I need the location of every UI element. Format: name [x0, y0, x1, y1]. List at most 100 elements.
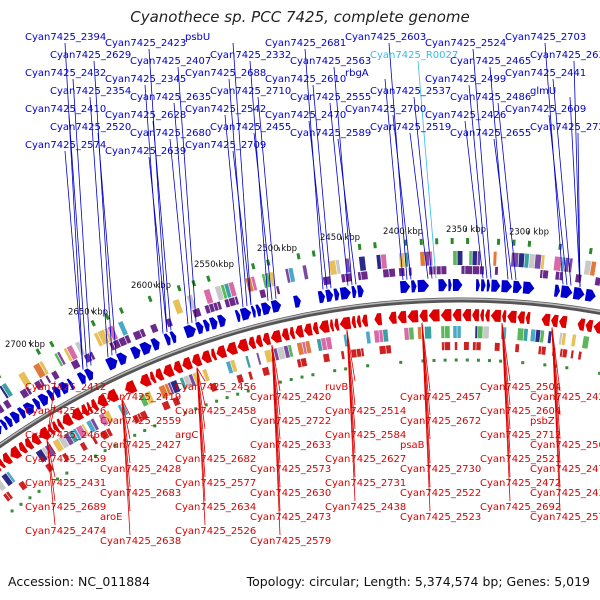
reverse-gene-arrow	[226, 341, 239, 355]
reverse-gene-label: Cyan7425_2420	[250, 392, 331, 403]
forward-gene-arrow	[208, 317, 218, 330]
reverse-gene-arrow	[419, 309, 428, 322]
forward-leader-line	[89, 96, 109, 358]
forward-gene-arrow	[480, 279, 486, 292]
feature-block-violet	[192, 307, 202, 318]
inner-marker	[521, 361, 525, 365]
forward-gene-label: Cyan7425_2563	[290, 56, 371, 67]
outer-feature-block	[472, 251, 478, 266]
reverse-gene-label: Cyan7425_2458	[175, 406, 256, 417]
inner-feature-block	[539, 330, 545, 343]
forward-gene-label: Cyan7425_2519	[370, 122, 451, 133]
reverse-gene-arrow	[248, 336, 257, 350]
feature-block-violet	[341, 274, 346, 283]
inner-feature-block	[316, 338, 323, 352]
inner-feature-block	[296, 342, 304, 356]
feature-block-violet	[25, 386, 33, 395]
forward-leader-line	[173, 102, 193, 323]
reverse-gene-label: Cyan7425_2438	[325, 502, 406, 513]
reverse-gene-arrow	[262, 332, 272, 346]
reverse-gene-arrow	[182, 356, 194, 370]
inner-feature-block	[103, 410, 114, 424]
outer-feature-block	[0, 385, 9, 399]
feature-block-red	[61, 452, 70, 462]
feature-block-red	[444, 342, 451, 351]
reverse-gene-label: ruvB	[325, 382, 348, 393]
outer-feature-block	[288, 267, 296, 283]
feature-block-red	[494, 342, 500, 352]
inner-feature-block	[571, 334, 577, 347]
outer-feature-block	[420, 251, 426, 266]
feature-block-red	[360, 348, 365, 357]
reverse-gene-label: Cyan7425_2435	[530, 488, 600, 499]
inner-marker	[333, 369, 337, 373]
genome-backbone	[0, 297, 600, 449]
reverse-gene-arrow	[31, 432, 42, 446]
feature-block-red	[379, 345, 387, 355]
reverse-gene-arrow	[237, 338, 250, 352]
inner-marker	[113, 443, 117, 447]
forward-gene-label: Cyan7425_2703	[505, 32, 586, 43]
forward-gene-arrow	[452, 279, 463, 292]
outer-feature-block	[376, 254, 382, 270]
reverse-gene-label: Cyan7425_2471	[530, 464, 600, 475]
reverse-gene-label: Cyan7425_2459	[25, 454, 106, 465]
forward-gene-label: Cyan7425_2589	[290, 128, 371, 139]
scale-label: 2450 kbp	[320, 233, 360, 243]
reverse-gene-arrow	[485, 309, 490, 322]
forward-leader-line	[148, 48, 168, 333]
forward-gene-arrow	[351, 285, 357, 299]
outer-feature-block	[335, 259, 341, 275]
reverse-gene-arrow	[270, 329, 283, 343]
forward-leader-line	[409, 132, 429, 279]
forward-gene-arrow	[150, 338, 160, 351]
inner-feature-block	[343, 334, 348, 347]
reverse-gene-label: Cyan7425_2584	[325, 430, 406, 441]
forward-gene-arrow	[16, 407, 26, 419]
forward-gene-label: Cyan7425_2721	[530, 122, 600, 133]
inner-feature-block	[170, 379, 181, 394]
outer-feature-block	[358, 256, 367, 271]
inner-marker	[344, 367, 348, 371]
reverse-gene-label: aroE	[100, 512, 122, 523]
reverse-gene-label: psbZ	[530, 416, 555, 427]
inner-feature-block	[98, 413, 109, 427]
inner-marker	[183, 411, 187, 415]
scale-tick	[278, 246, 280, 252]
forward-leader-line	[573, 60, 581, 287]
feature-block-red	[340, 351, 345, 360]
inner-feature-block	[283, 345, 291, 359]
reverse-gene-label: Cyan7425_2573	[250, 464, 331, 475]
reverse-leader-line	[46, 380, 56, 441]
reverse-gene-arrow	[140, 373, 152, 387]
reverse-gene-label: Cyan7425_2634	[175, 502, 256, 513]
feature-block-red	[562, 349, 568, 358]
forward-gene-arrow	[0, 425, 2, 435]
feature-block-violet	[398, 267, 405, 277]
forward-leader-line	[312, 84, 332, 289]
forward-leader-line	[497, 102, 517, 280]
reverse-leader-line	[46, 404, 56, 441]
forward-leader-line	[148, 156, 168, 333]
feature-block-red	[161, 400, 171, 411]
inner-feature-block	[86, 420, 96, 433]
feature-block-violet	[322, 276, 331, 286]
forward-gene-label: Cyan7425_2610	[265, 74, 346, 85]
feature-block-violet	[89, 351, 96, 361]
inner-feature-block	[408, 327, 414, 340]
forward-leader-line	[472, 48, 492, 279]
inner-feature-block	[523, 328, 529, 341]
outer-feature-block	[74, 341, 86, 356]
forward-gene-label: Cyan7425_2423	[105, 38, 186, 49]
inner-feature-block	[256, 352, 262, 365]
reverse-leader-line	[421, 322, 431, 512]
forward-gene-arrow	[475, 279, 480, 292]
outer-feature-block	[583, 260, 592, 276]
gc-marker	[373, 242, 377, 249]
forward-gene-arrow	[255, 304, 262, 317]
reverse-gene-label: Cyan7425_2577	[175, 478, 256, 489]
inner-feature-block	[365, 331, 371, 344]
forward-gene-arrow	[411, 280, 417, 293]
feature-block-violet	[388, 268, 396, 277]
forward-leader-line	[64, 150, 84, 370]
